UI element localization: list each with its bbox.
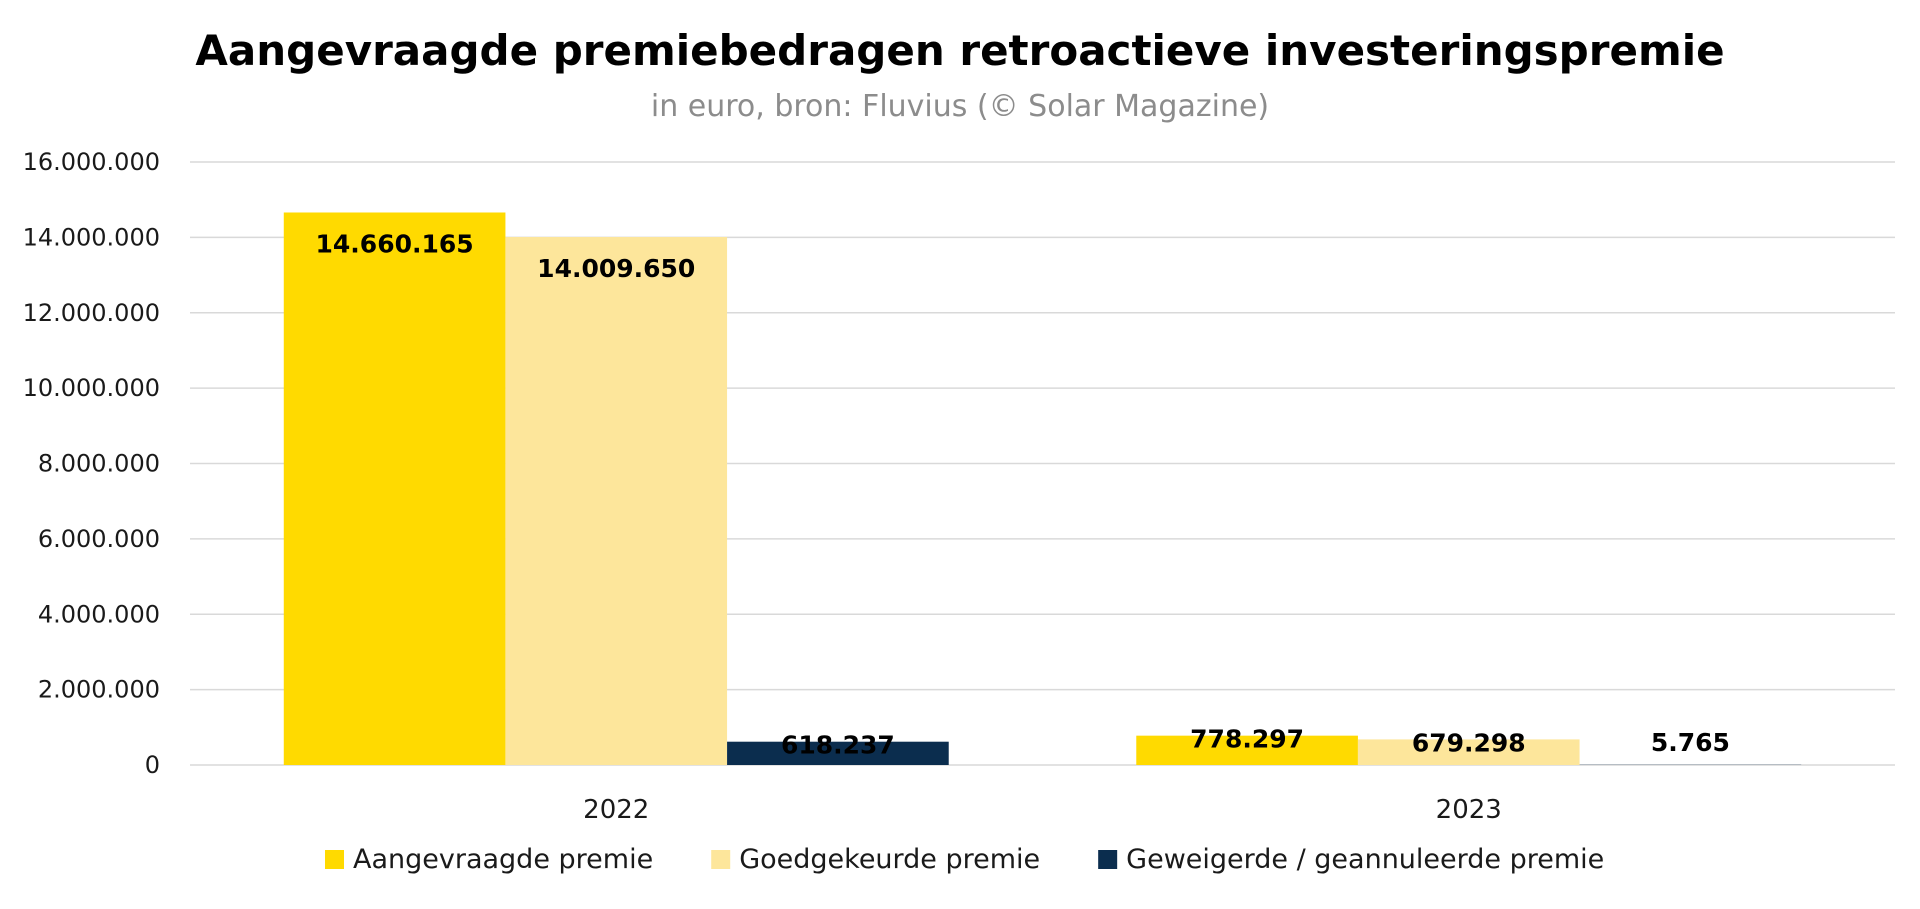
legend-label: Aangevraagde premie <box>353 844 653 875</box>
data-labels: 14.660.165 14.009.650 618.237 778.297 679.29… <box>316 229 1730 759</box>
y-tick-label: 6.000.000 <box>38 525 160 553</box>
bar <box>1136 735 1358 765</box>
x-tick-label: 2023 <box>1436 795 1502 825</box>
data-label: 618.237 <box>781 731 895 760</box>
bars <box>283 212 1802 766</box>
data-label: 679.298 <box>1412 728 1526 757</box>
legend-swatch <box>325 850 344 869</box>
bar <box>505 237 728 765</box>
legend-swatch <box>711 850 731 869</box>
y-tick-label: 14.000.000 <box>23 223 160 251</box>
x-axis-ticks: 2022 2023 <box>583 795 1502 825</box>
data-label: 14.660.165 <box>316 229 474 258</box>
y-tick-label: 4.000.000 <box>38 600 160 628</box>
bar <box>727 741 949 765</box>
legend-swatch <box>1098 850 1118 869</box>
data-label: 5.765 <box>1651 728 1730 757</box>
data-label: 14.009.650 <box>537 254 695 283</box>
y-tick-label: 16.000.000 <box>23 148 160 176</box>
y-tick-label: 8.000.000 <box>38 450 160 478</box>
y-tick-label: 10.000.000 <box>23 374 160 402</box>
legend-label: Goedgekeurde premie <box>739 844 1040 875</box>
x-tick-label: 2022 <box>583 795 649 825</box>
legend-label: Geweigerde / geannuleerde premie <box>1126 844 1604 875</box>
y-tick-label: 0 <box>145 751 160 779</box>
legend: Aangevraagde premie Goedgekeurde premie Ge… <box>325 844 1604 875</box>
data-label: 778.297 <box>1190 725 1304 754</box>
y-tick-label: 2.000.000 <box>38 676 160 704</box>
chart-title: Aangevraagde premiebedragen retroactieve… <box>195 26 1724 75</box>
bar <box>1357 739 1580 765</box>
y-tick-label: 12.000.000 <box>23 299 160 327</box>
y-axis-ticks: 0 2.000.000 4.000.000 6.000.000 8.000.000 10.… <box>23 148 160 779</box>
chart-subtitle: in euro, bron: Fluvius (© Solar Magazine… <box>651 89 1269 124</box>
bar <box>283 212 506 766</box>
